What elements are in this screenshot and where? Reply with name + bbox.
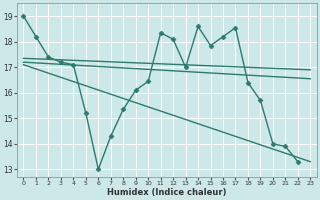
X-axis label: Humidex (Indice chaleur): Humidex (Indice chaleur) xyxy=(107,188,227,197)
